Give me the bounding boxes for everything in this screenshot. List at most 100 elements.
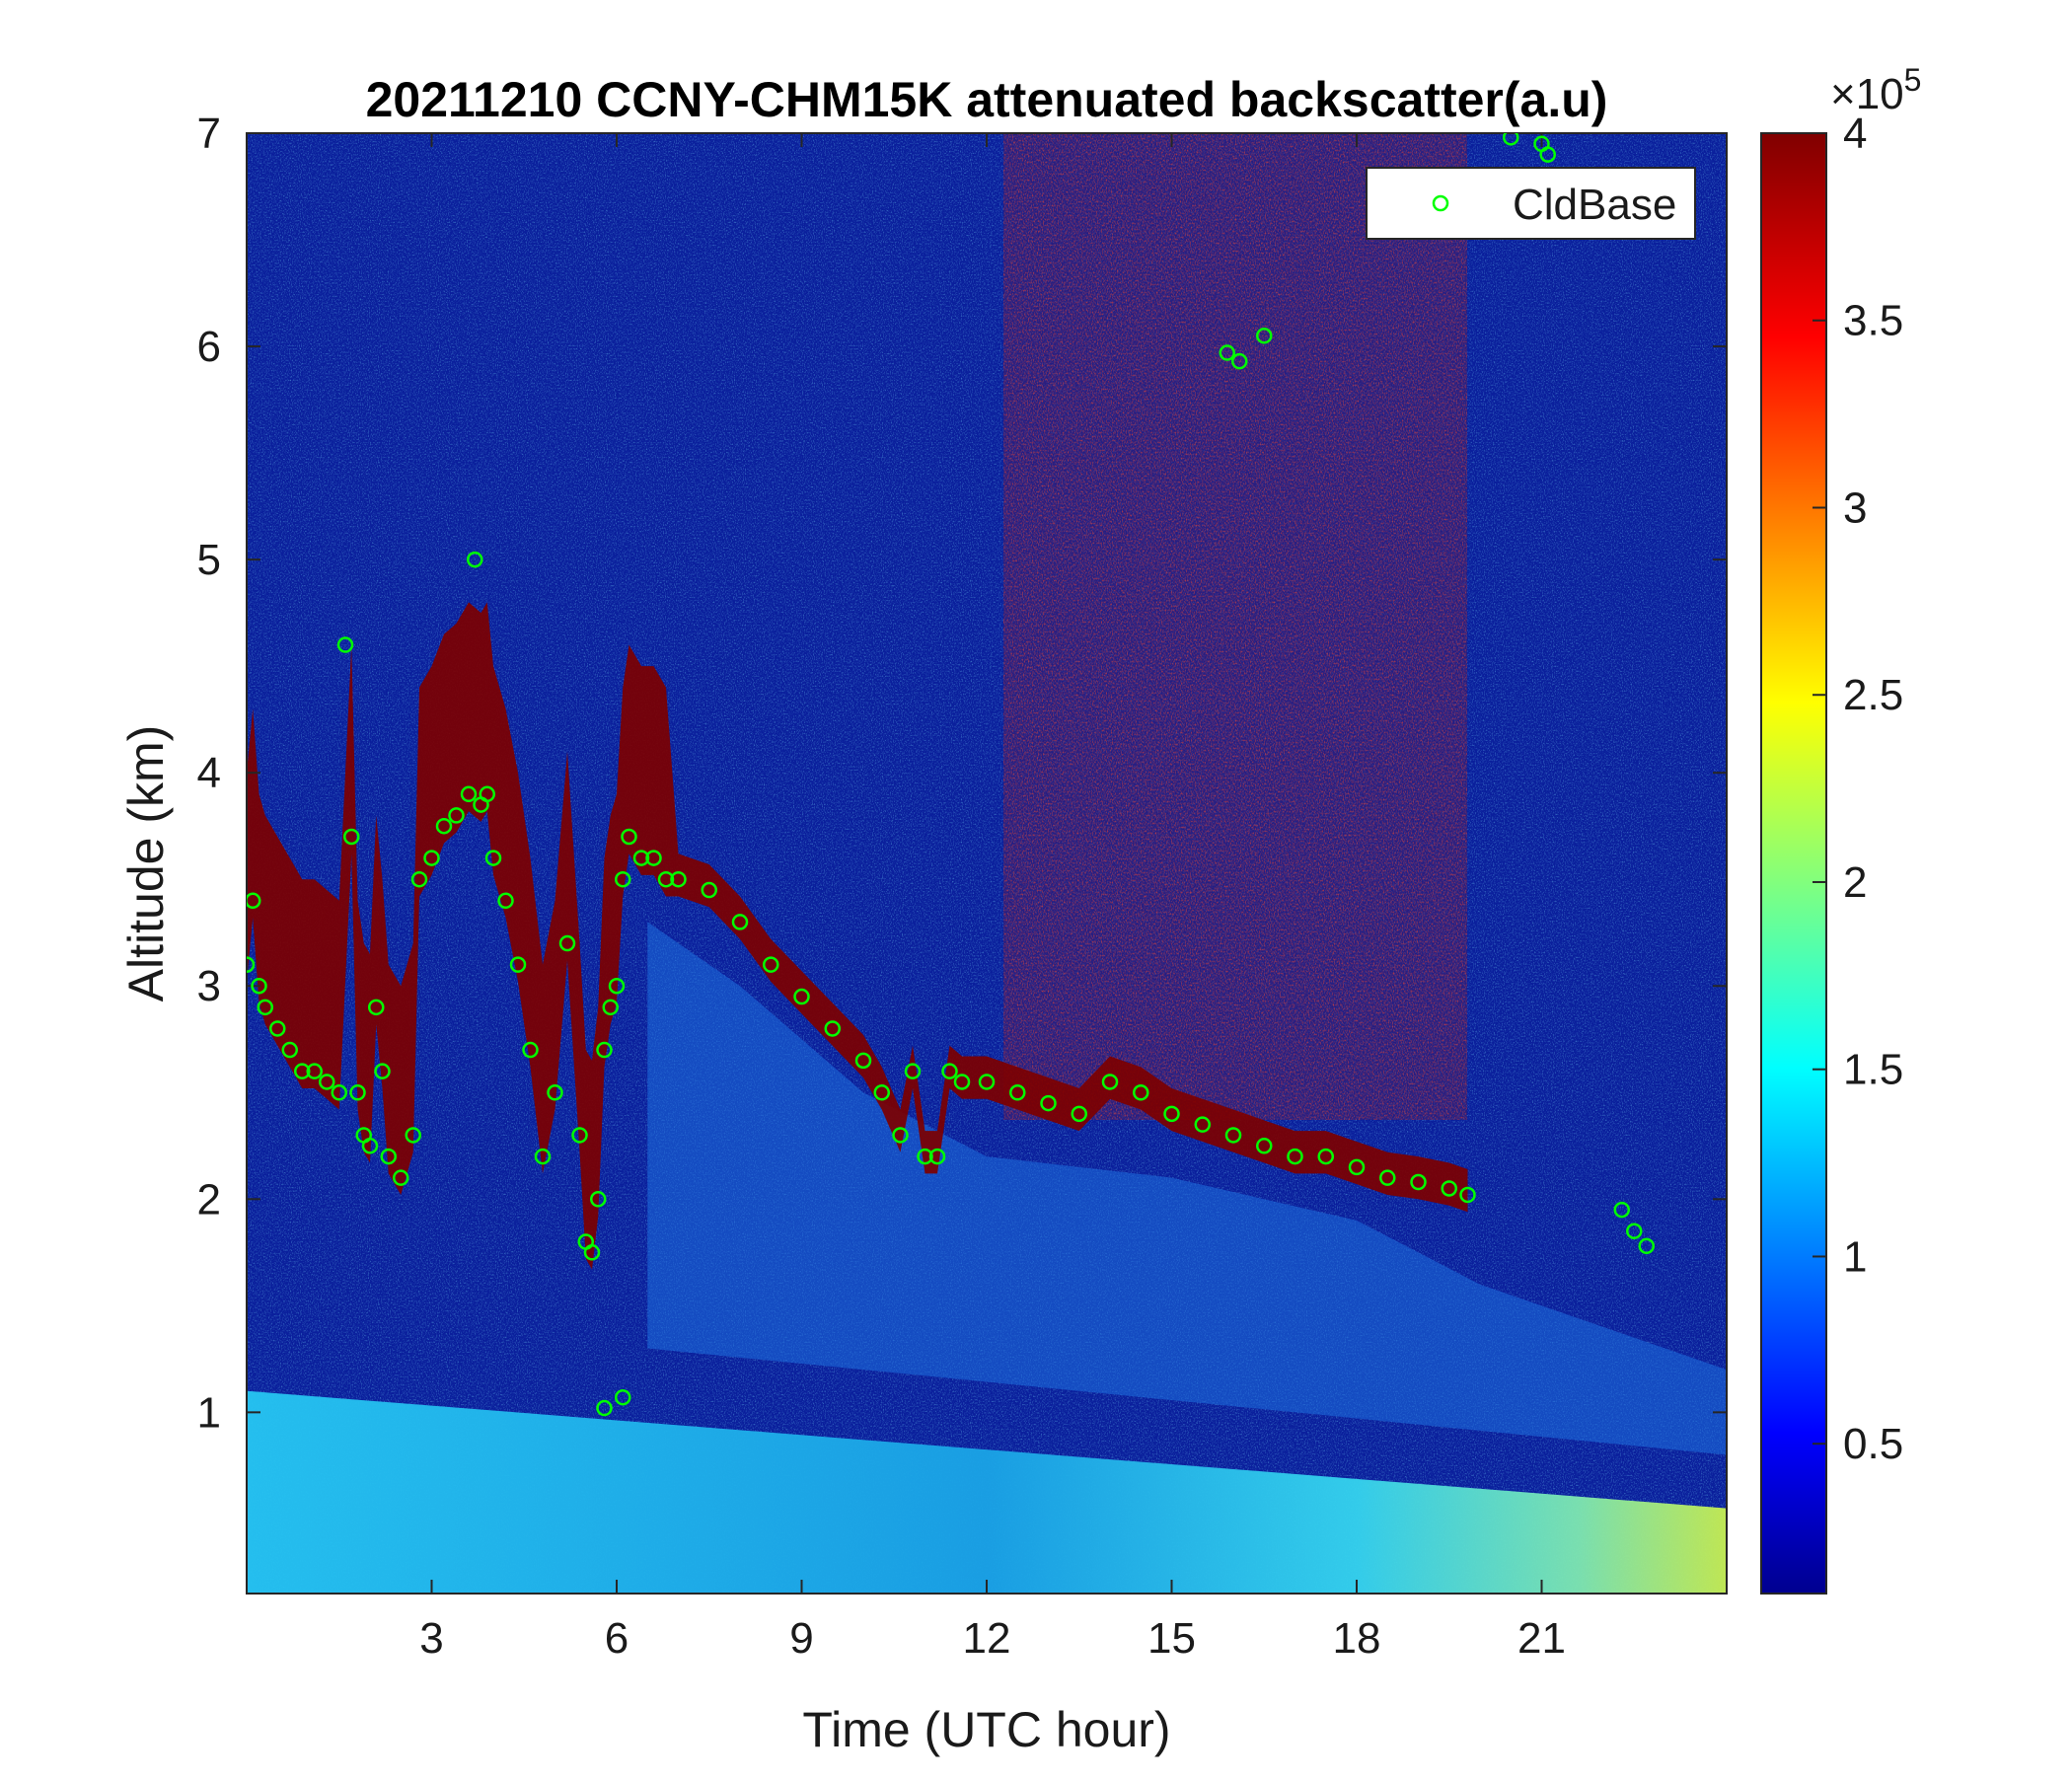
x-tick-label: 18 xyxy=(1333,1614,1381,1663)
legend-label-cldbase: CldBase xyxy=(1513,181,1676,229)
cldbase-point xyxy=(380,1148,397,1165)
cldbase-point xyxy=(941,1063,958,1079)
cldbase-point xyxy=(448,807,465,824)
cldbase-point xyxy=(423,850,440,866)
cldbase-point xyxy=(763,956,779,973)
cloud-layer xyxy=(247,602,1468,1270)
cldbase-point xyxy=(247,956,256,973)
cldbase-series xyxy=(247,133,1655,1417)
cldbase-point xyxy=(978,1074,996,1090)
colorbar-exponent-prefix: ×10 xyxy=(1830,70,1904,118)
cldbase-point xyxy=(522,1041,539,1059)
cldbase-point xyxy=(281,1041,298,1059)
cldbase-point xyxy=(953,1074,971,1090)
cldbase-point xyxy=(1287,1148,1303,1165)
legend-marker-cldbase xyxy=(1432,194,1449,212)
y-tick-label: 5 xyxy=(197,536,221,584)
x-tick-label: 9 xyxy=(789,1614,813,1663)
cldbase-point xyxy=(558,934,576,952)
cldbase-point xyxy=(1224,1127,1242,1144)
cldbase-point xyxy=(571,1127,588,1144)
cldbase-point xyxy=(701,881,717,899)
cldbase-point xyxy=(590,1191,607,1208)
cldbase-point xyxy=(479,785,495,803)
x-tick-label: 21 xyxy=(1517,1614,1566,1663)
cldbase-point xyxy=(793,988,810,1005)
cldbase-point xyxy=(657,870,675,888)
colorbar-ticks: 0.5 1 1.5 2 2.5 3 3.5 4 xyxy=(1813,110,1903,1468)
cldbase-point xyxy=(1256,328,1273,344)
cldbase-point xyxy=(1539,146,1556,163)
colorbar-exponent: 5 xyxy=(1904,62,1922,98)
cldbase-point xyxy=(410,870,428,888)
cldbase-point xyxy=(1638,1237,1655,1255)
colorbar-tick-label: 0.5 xyxy=(1843,1420,1903,1468)
legend-box xyxy=(1366,167,1696,240)
cldbase-point xyxy=(645,850,662,866)
cldbase-point xyxy=(393,1169,409,1186)
cldbase-point xyxy=(596,1399,613,1417)
y-tick-label: 4 xyxy=(197,749,221,797)
cldbase-point xyxy=(484,850,502,866)
cldbase-point xyxy=(1219,344,1235,361)
cldbase-point xyxy=(435,817,453,835)
cldbase-point xyxy=(509,956,527,973)
colorbar-tick-label: 3.5 xyxy=(1843,297,1903,345)
y-tick-label: 6 xyxy=(197,323,221,371)
colorbar-tick-label: 1.5 xyxy=(1843,1046,1903,1094)
cldbase-point xyxy=(1441,1180,1457,1197)
cldbase-point xyxy=(824,1020,841,1037)
cldbase-point xyxy=(1626,1223,1643,1239)
cldbase-point xyxy=(331,1084,347,1101)
aerosol-layer xyxy=(647,922,1727,1455)
chart-title: 20211210 CCNY-CHM15K attenuated backscat… xyxy=(366,72,1608,127)
x-tick-label: 3 xyxy=(419,1614,443,1663)
cldbase-point xyxy=(904,1063,922,1079)
cldbase-point xyxy=(534,1148,552,1165)
cldbase-point xyxy=(257,999,273,1016)
cldbase-point xyxy=(1317,1148,1334,1165)
cldbase-point xyxy=(1101,1074,1119,1090)
cldbase-point xyxy=(917,1148,933,1165)
cldbase-point xyxy=(374,1063,391,1079)
cldbase-point xyxy=(343,828,360,846)
cldbase-point xyxy=(1009,1084,1026,1101)
colorbar-tick-label: 4 xyxy=(1843,110,1867,158)
backscatter-layers xyxy=(247,602,1727,1594)
cldbase-point xyxy=(615,870,631,888)
cldbase-point xyxy=(602,999,619,1016)
y-tick-label: 3 xyxy=(197,962,221,1010)
cldbase-point xyxy=(467,551,483,568)
cldbase-point xyxy=(1256,1138,1273,1154)
cldbase-point xyxy=(583,1244,601,1261)
y-tick-label: 7 xyxy=(197,110,221,158)
cldbase-point xyxy=(1231,352,1248,370)
cldbase-point xyxy=(1459,1186,1476,1204)
cldbase-point xyxy=(596,1041,613,1059)
cldbase-point xyxy=(247,892,261,910)
colorbar-tick-label: 1 xyxy=(1843,1232,1867,1281)
cldbase-point xyxy=(405,1127,421,1144)
cldbase-point xyxy=(547,1084,563,1101)
cldbase-point xyxy=(336,636,354,653)
cldbase-point xyxy=(928,1148,946,1165)
cldbase-point xyxy=(892,1127,909,1144)
cldbase-point xyxy=(1163,1105,1180,1123)
y-axis-label: Altitude (km) xyxy=(118,725,174,1002)
colorbar-tick-label: 2.5 xyxy=(1843,671,1903,719)
colorbar: 0.5 1 1.5 2 2.5 3 3.5 4 ×105 xyxy=(1760,62,1921,1595)
cldbase-point xyxy=(1613,1201,1630,1219)
cldbase-point xyxy=(251,977,267,995)
cldbase-point xyxy=(1133,1084,1149,1101)
colorbar-exponent-label: ×105 xyxy=(1830,62,1921,118)
cldbase-point xyxy=(368,999,385,1016)
cldbase-point xyxy=(608,977,626,995)
colorbar-gradient xyxy=(1760,132,1827,1595)
high-noise-region-texture xyxy=(1003,133,1467,1120)
cldbase-point xyxy=(731,914,749,930)
y-tick-label: 2 xyxy=(197,1175,221,1224)
cldbase-point xyxy=(1348,1158,1366,1176)
